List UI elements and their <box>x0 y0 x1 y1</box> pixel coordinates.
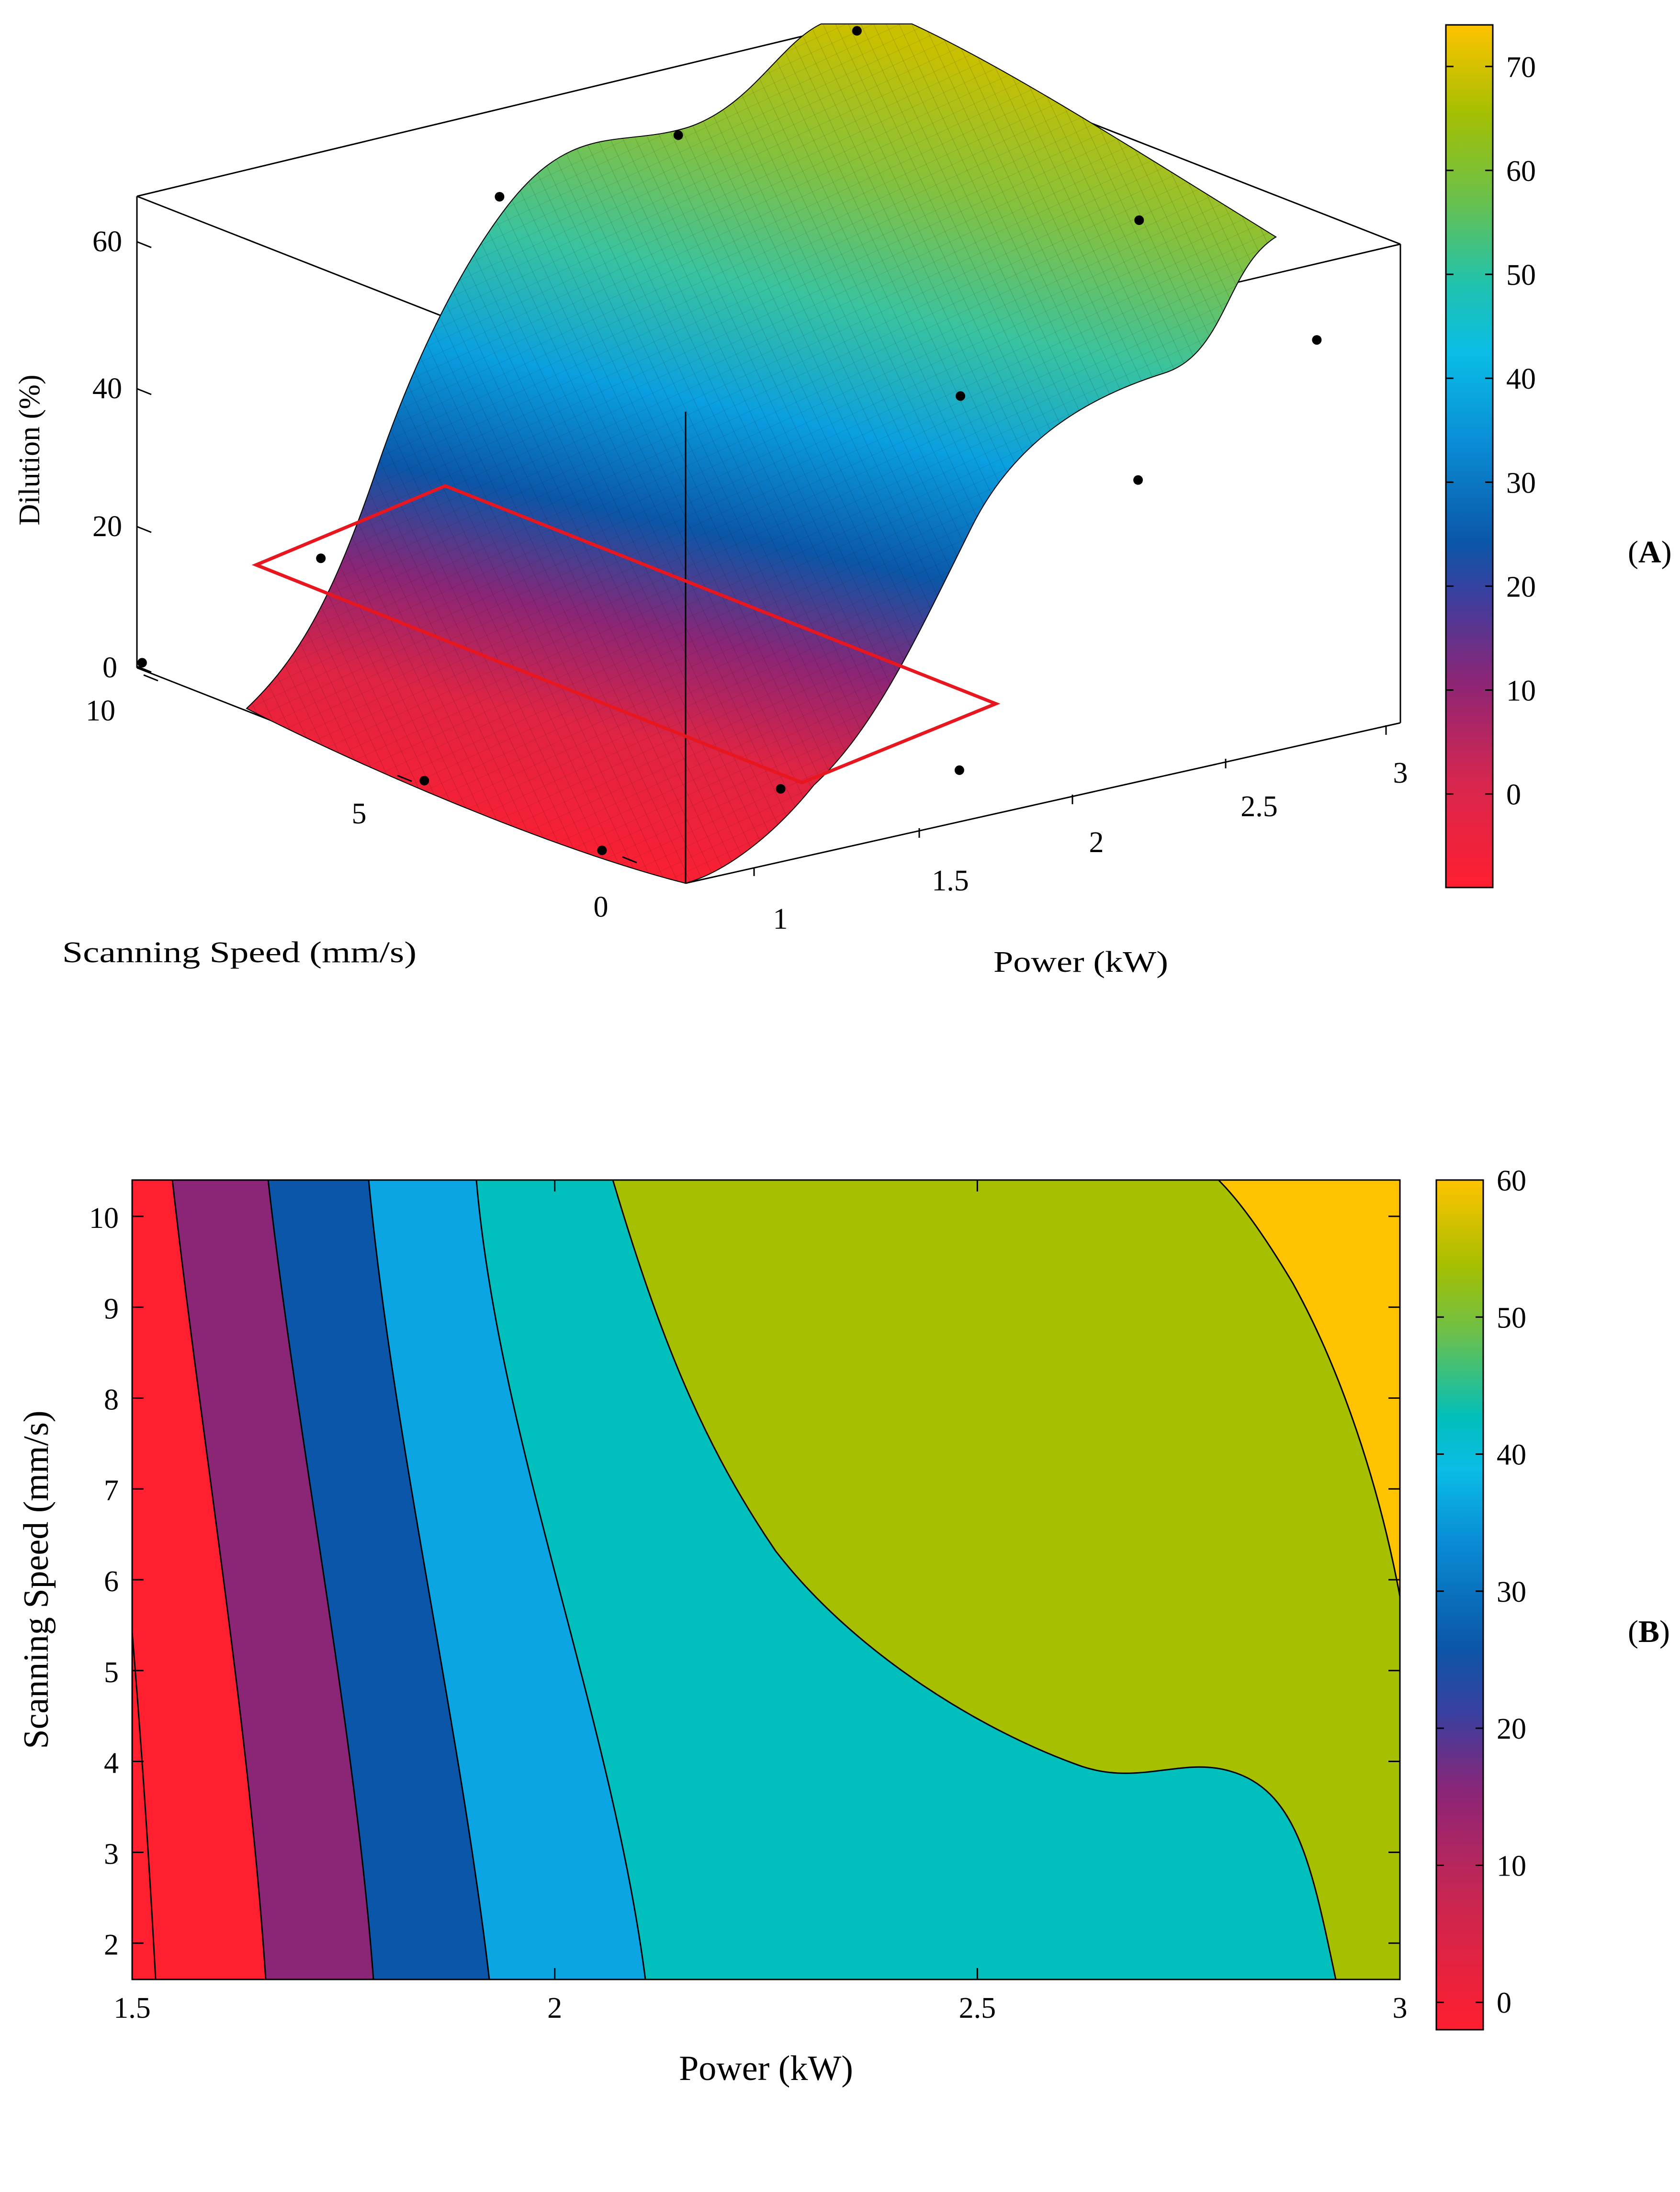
panel-b-colorbar: 0 10 20 30 40 50 60 <box>1435 1165 1526 2031</box>
panel-a-y-axis: 1 1.5 2 2.5 3 Power (kW) <box>753 725 1408 978</box>
data-point-1 <box>316 553 326 563</box>
y-tick-label-4: 4 <box>104 1747 119 1780</box>
z-tick-60: 60 <box>92 225 122 258</box>
colorbar-tick-label-50: 50 <box>1497 1302 1526 1334</box>
colorbar-tick-label-30: 30 <box>1506 467 1536 499</box>
panel-a-data-points <box>137 26 1322 855</box>
y-axis-label: Power (kW) <box>993 946 1168 978</box>
panel-a-surface <box>246 23 1277 884</box>
contour-band-40-50 <box>613 1180 1400 1979</box>
panel-a-highlight-rectangle <box>251 484 1001 785</box>
y-tick-label-5: 5 <box>104 1656 119 1689</box>
y-tick-label-3: 3 <box>104 1838 119 1870</box>
contour-band-above-50 <box>1218 1180 1400 1596</box>
y-tick-2: 2 <box>1089 826 1104 859</box>
y-tick-2.5: 2.5 <box>1240 790 1278 823</box>
colorbar-tick-label-20: 20 <box>1497 1713 1526 1745</box>
x-tick-label-3: 3 <box>1393 1992 1408 2024</box>
z-tick-40: 40 <box>92 372 122 405</box>
y-tick-label-8: 8 <box>104 1383 119 1416</box>
data-point-9 <box>776 784 786 794</box>
z-tick-20: 20 <box>92 510 122 543</box>
colorbar-tick-label-10: 10 <box>1506 674 1536 707</box>
data-point-11 <box>1133 475 1143 485</box>
x-tick-5: 5 <box>352 798 367 830</box>
data-point-3 <box>673 130 683 140</box>
colorbar-tick-label-0: 0 <box>1506 779 1521 811</box>
data-point-8 <box>597 845 607 855</box>
data-point-4 <box>852 26 862 36</box>
panel-b-ticks: 1.5 2 2.5 3 2 3 4 5 6 7 8 9 10 <box>89 1180 1408 2024</box>
panel-a-colorbar: 0 10 20 30 40 50 60 70 <box>1445 24 1536 888</box>
colorbar-tick-label-60: 60 <box>1506 155 1536 188</box>
data-point-2 <box>495 192 505 202</box>
y-tick-label-9: 9 <box>104 1293 119 1326</box>
y-tick-label-2: 2 <box>104 1929 119 1961</box>
z-tick-0: 0 <box>102 652 117 684</box>
colorbar-tick-label-50: 50 <box>1506 259 1536 292</box>
data-point-6 <box>956 391 965 401</box>
x-tick-10: 10 <box>86 695 115 727</box>
colorbar-tick-label-40: 40 <box>1497 1439 1526 1472</box>
colorbar-tick-label-60: 60 <box>1497 1165 1526 1197</box>
colorbar-tick-label-30: 30 <box>1497 1576 1526 1608</box>
panel-a-3d-surface: 60 40 20 0 Dilution (%) 10 5 0 Scanning … <box>13 23 1672 978</box>
y-tick-label-10: 10 <box>89 1202 119 1235</box>
panel-b-contour: 1.5 2 2.5 3 2 3 4 5 6 7 8 9 10 Power (kW) Scanning S… <box>17 1165 1670 2088</box>
colorbar-tick-label-10: 10 <box>1497 1850 1526 1882</box>
panel-a-label: (A) <box>1628 535 1672 570</box>
y-tick-1.5: 1.5 <box>932 865 969 897</box>
panel-b-x-axis-label: Power (kW) <box>679 2049 853 2088</box>
colorbar-tick-label-70: 70 <box>1506 51 1536 84</box>
x-axis-label: Scanning Speed (mm/s) <box>62 936 417 969</box>
data-point-5 <box>419 776 429 786</box>
x-tick-label-2: 2 <box>547 1992 562 2024</box>
panel-a-z-axis: 60 40 20 0 Dilution (%) <box>13 225 152 684</box>
data-point-12 <box>1312 335 1322 345</box>
x-tick-0: 0 <box>594 891 609 923</box>
x-tick-label-2.5: 2.5 <box>959 1992 996 2024</box>
panel-a-x-axis: 10 5 0 Scanning Speed (mm/s) <box>62 674 637 969</box>
panel-b-label: (B) <box>1628 1614 1670 1649</box>
contour-lines <box>132 1180 1400 1979</box>
y-tick-label-6: 6 <box>104 1565 119 1598</box>
colorbar-tick-label-20: 20 <box>1506 571 1536 603</box>
x-tick-label-1.5: 1.5 <box>113 1992 151 2024</box>
y-tick-3: 3 <box>1393 757 1408 789</box>
y-tick-label-7: 7 <box>104 1474 119 1507</box>
data-point-10 <box>954 765 964 775</box>
z-axis-label: Dilution (%) <box>13 374 46 525</box>
data-point-7 <box>1134 215 1144 225</box>
panel-b-y-axis-label: Scanning Speed (mm/s) <box>17 1410 56 1749</box>
y-tick-1: 1 <box>773 903 788 935</box>
data-point-0 <box>137 658 147 668</box>
colorbar-tick-label-40: 40 <box>1506 363 1536 395</box>
colorbar-tick-label-0: 0 <box>1497 1987 1511 2020</box>
